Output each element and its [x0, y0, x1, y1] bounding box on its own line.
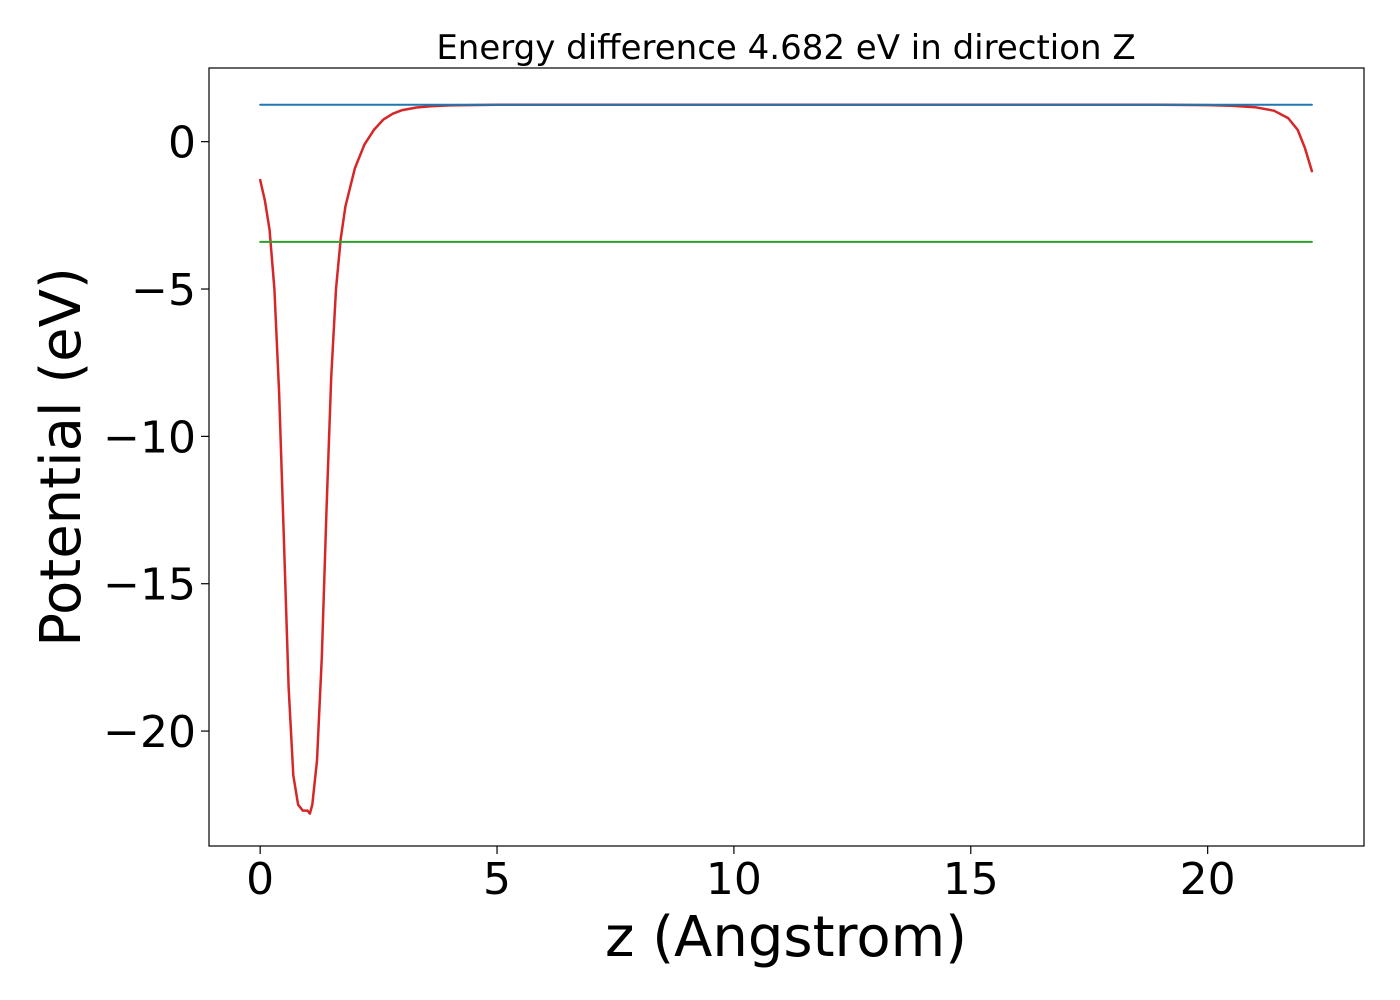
axes-frame: [208, 67, 1365, 847]
chart-title: Energy difference 4.682 eV in direction …: [436, 28, 1135, 68]
y-tick-label: −20: [103, 707, 196, 758]
y-tick-label: −15: [103, 560, 196, 611]
x-tick-label: 20: [1180, 854, 1236, 905]
series-line-0: [258, 103, 1314, 815]
x-axis-ticks: 0 5 10 15 20: [246, 846, 1236, 905]
x-tick-label: 5: [483, 854, 511, 905]
x-tick-label: 0: [246, 854, 274, 905]
y-tick-label: −10: [103, 412, 196, 463]
y-axis-label: Potential (eV): [29, 267, 94, 647]
x-axis-label: z (Angstrom): [605, 905, 967, 970]
y-tick-label: 0: [168, 118, 196, 169]
x-tick-label: 15: [943, 854, 999, 905]
x-tick-label: 10: [706, 854, 762, 905]
plot-area: [258, 103, 1314, 815]
y-tick-label: −5: [131, 265, 196, 316]
y-axis-ticks: 0 −5 −10 −15 −20: [103, 118, 209, 758]
